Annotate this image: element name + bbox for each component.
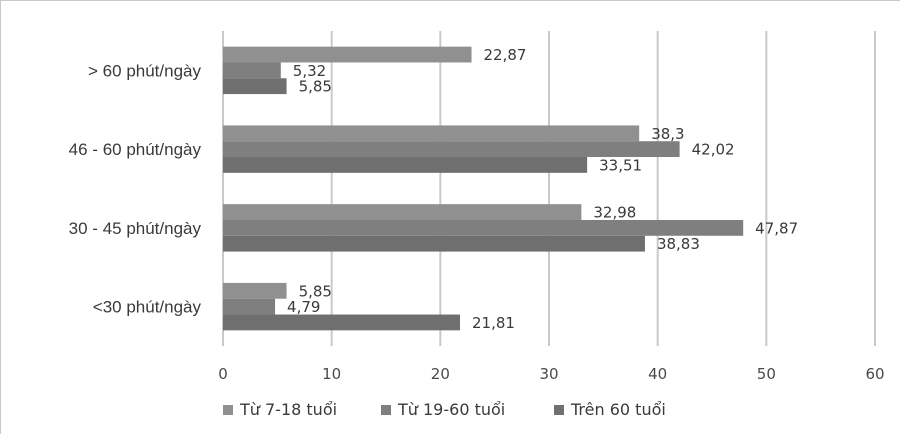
data-label: 32,98: [593, 204, 636, 222]
legend-swatch: [381, 405, 391, 415]
data-label: 5,85: [299, 78, 332, 96]
legend-swatch: [554, 405, 564, 415]
bar: [223, 125, 640, 142]
data-label: 5,32: [293, 62, 326, 80]
x-tick-label: 0: [218, 365, 228, 383]
bar: [223, 204, 582, 220]
category-label: <30 phút/ngày: [93, 298, 202, 317]
data-label: 4,79: [287, 298, 320, 316]
bar: [223, 62, 281, 79]
bar: [223, 235, 645, 252]
data-label: 47,87: [755, 219, 798, 237]
bar: [223, 46, 472, 63]
x-tick-label: 30: [539, 365, 558, 383]
bar: [223, 298, 276, 315]
bar: [223, 141, 680, 158]
category-label: 46 - 60 phút/ngày: [69, 140, 202, 159]
category-label: > 60 phút/ngày: [88, 61, 201, 80]
bar: [223, 282, 287, 299]
data-label: 38,83: [657, 235, 700, 253]
axes: 0 10 20 30 40 50 60 <30 phút/ngày 30 - 45 phút/n…: [69, 61, 885, 383]
data-label: 42,02: [692, 141, 735, 159]
data-label: 22,87: [484, 46, 527, 64]
legend-label: Từ 7-18 tuổi: [239, 400, 337, 419]
x-tick-label: 50: [757, 365, 776, 383]
data-labels: 5,854,7921,8132,9847,8738,8338,342,0233,…: [287, 46, 798, 332]
x-tick-label: 60: [865, 365, 884, 383]
data-label: 38,3: [651, 125, 684, 143]
gridlines: [222, 31, 876, 346]
legend-label: Trên 60 tuổi: [570, 400, 666, 419]
x-tick-label: 10: [322, 365, 341, 383]
x-tick-label: 20: [431, 365, 450, 383]
data-label: 21,81: [472, 314, 515, 332]
legend: Từ 7-18 tuổi Từ 19-60 tuổi Trên 60 tuổi: [223, 400, 666, 419]
x-tick-label: 40: [648, 365, 667, 383]
bar: [223, 157, 588, 173]
legend-swatch: [223, 405, 233, 415]
bar: [223, 78, 287, 95]
bar: [223, 219, 744, 236]
bar: [223, 314, 461, 331]
data-label: 33,51: [599, 156, 642, 174]
category-label: 30 - 45 phút/ngày: [69, 219, 202, 238]
data-label: 5,85: [299, 282, 332, 300]
legend-label: Từ 19-60 tuổi: [397, 400, 505, 419]
bars: [223, 46, 744, 331]
